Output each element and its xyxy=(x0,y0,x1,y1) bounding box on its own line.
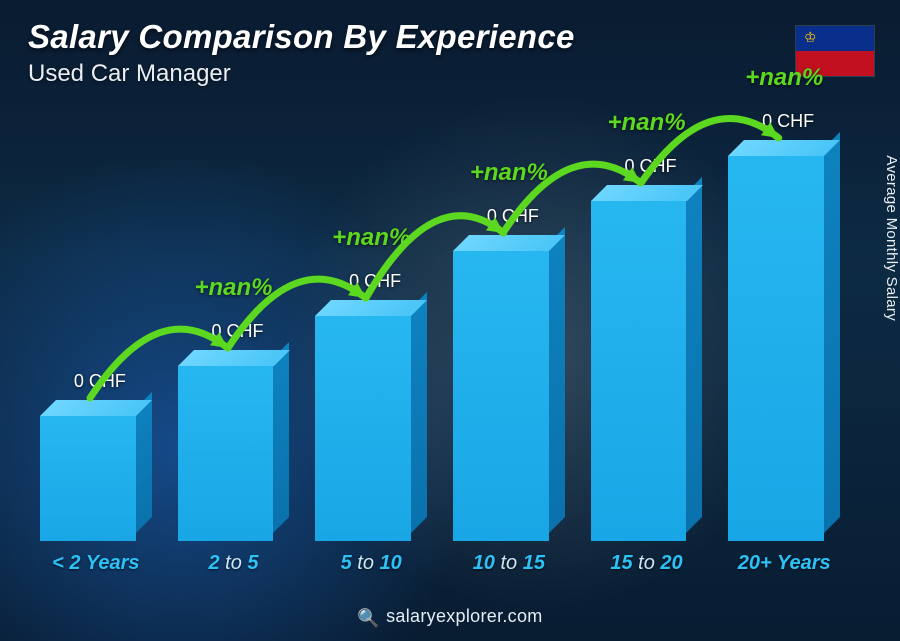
bar-5: 0 CHF20+ Years+nan% xyxy=(728,156,840,541)
chart-stage: Salary Comparison By Experience Used Car… xyxy=(0,0,900,641)
bar-top xyxy=(728,140,840,156)
bar-front xyxy=(178,366,274,541)
bar-1: 0 CHF2 to 5+nan% xyxy=(178,366,290,541)
bar-top xyxy=(40,400,152,416)
bar-front xyxy=(453,251,549,541)
bar-front xyxy=(591,201,687,541)
bar-shape xyxy=(453,251,565,541)
page-subtitle: Used Car Manager xyxy=(28,60,575,88)
bar-chart: 0 CHF< 2 Years0 CHF2 to 5+nan%0 CHF5 to … xyxy=(30,120,850,575)
bar-side xyxy=(273,342,289,533)
bar-side xyxy=(411,292,427,533)
bar-value-label: 0 CHF xyxy=(349,271,401,292)
bar-front xyxy=(40,416,136,541)
bar-side xyxy=(824,132,840,533)
bar-top xyxy=(315,300,427,316)
bar-top xyxy=(453,235,565,251)
bar-category-label: 20+ Years xyxy=(706,552,862,575)
footer-site: salaryexplorer.com xyxy=(386,606,542,626)
bar-top xyxy=(591,185,703,201)
bar-delta-label: +nan% xyxy=(442,159,576,187)
bar-0: 0 CHF< 2 Years xyxy=(40,416,152,541)
bar-shape xyxy=(40,416,152,541)
bar-top xyxy=(178,350,290,366)
bar-delta-label: +nan% xyxy=(167,274,301,302)
bar-shape xyxy=(591,201,703,541)
bar-4: 0 CHF15 to 20+nan% xyxy=(591,201,703,541)
bar-front xyxy=(315,316,411,541)
bar-shape xyxy=(178,366,290,541)
bar-shape xyxy=(315,316,427,541)
bar-value-label: 0 CHF xyxy=(74,371,126,392)
header: Salary Comparison By Experience Used Car… xyxy=(28,18,575,88)
bar-value-label: 0 CHF xyxy=(625,156,677,177)
bar-3: 0 CHF10 to 15+nan% xyxy=(453,251,565,541)
bar-value-label: 0 CHF xyxy=(211,321,263,342)
footer: 🔍 salaryexplorer.com xyxy=(0,606,900,627)
bar-shape xyxy=(728,156,840,541)
y-axis-label: Average Monthly Salary xyxy=(884,155,900,321)
bar-category-label: 2 to 5 xyxy=(155,552,311,575)
bar-delta-label: +nan% xyxy=(304,224,438,252)
bar-value-label: 0 CHF xyxy=(762,111,814,132)
bars-container: 0 CHF< 2 Years0 CHF2 to 5+nan%0 CHF5 to … xyxy=(30,120,850,541)
bar-side xyxy=(686,177,702,533)
bar-side xyxy=(549,227,565,533)
bar-value-label: 0 CHF xyxy=(487,206,539,227)
search-icon: 🔍 xyxy=(357,608,380,629)
bar-category-label: 15 to 20 xyxy=(568,552,724,575)
page-title: Salary Comparison By Experience xyxy=(28,18,575,56)
bar-category-label: 5 to 10 xyxy=(293,552,449,575)
bar-front xyxy=(728,156,824,541)
flag-crown-icon: ♔ xyxy=(804,29,817,46)
bar-category-label: < 2 Years xyxy=(18,552,174,575)
bar-delta-label: +nan% xyxy=(717,64,851,92)
bar-delta-label: +nan% xyxy=(580,109,714,137)
bar-category-label: 10 to 15 xyxy=(431,552,587,575)
bar-2: 0 CHF5 to 10+nan% xyxy=(315,316,427,541)
